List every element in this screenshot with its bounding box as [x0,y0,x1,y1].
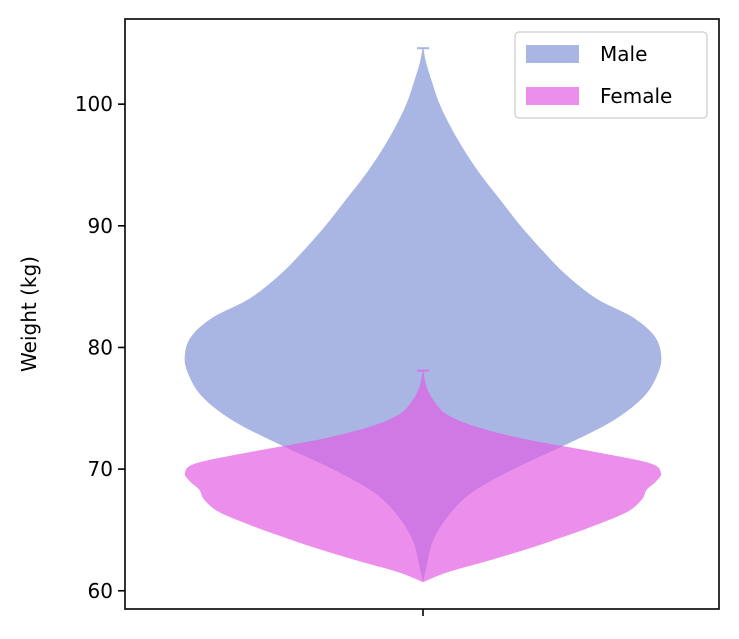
axis-layer: 60 70 80 90 100 [75,92,424,616]
legend-label-male: Male [600,42,647,66]
y-tick-label: 70 [88,457,113,481]
legend-swatch-female [526,87,579,105]
y-axis-label: Weight (kg) [17,256,41,372]
y-tick-label: 90 [88,214,113,238]
y-tick-label: 80 [88,335,113,359]
y-tick-label: 60 [88,579,113,603]
legend: Male Female [514,31,708,119]
legend-swatch-male [526,45,579,63]
y-tick-label: 100 [75,92,113,116]
plot-frame [124,18,720,610]
violin-female [184,370,662,583]
legend-label-female: Female [600,84,672,108]
plot-layer [184,47,662,583]
